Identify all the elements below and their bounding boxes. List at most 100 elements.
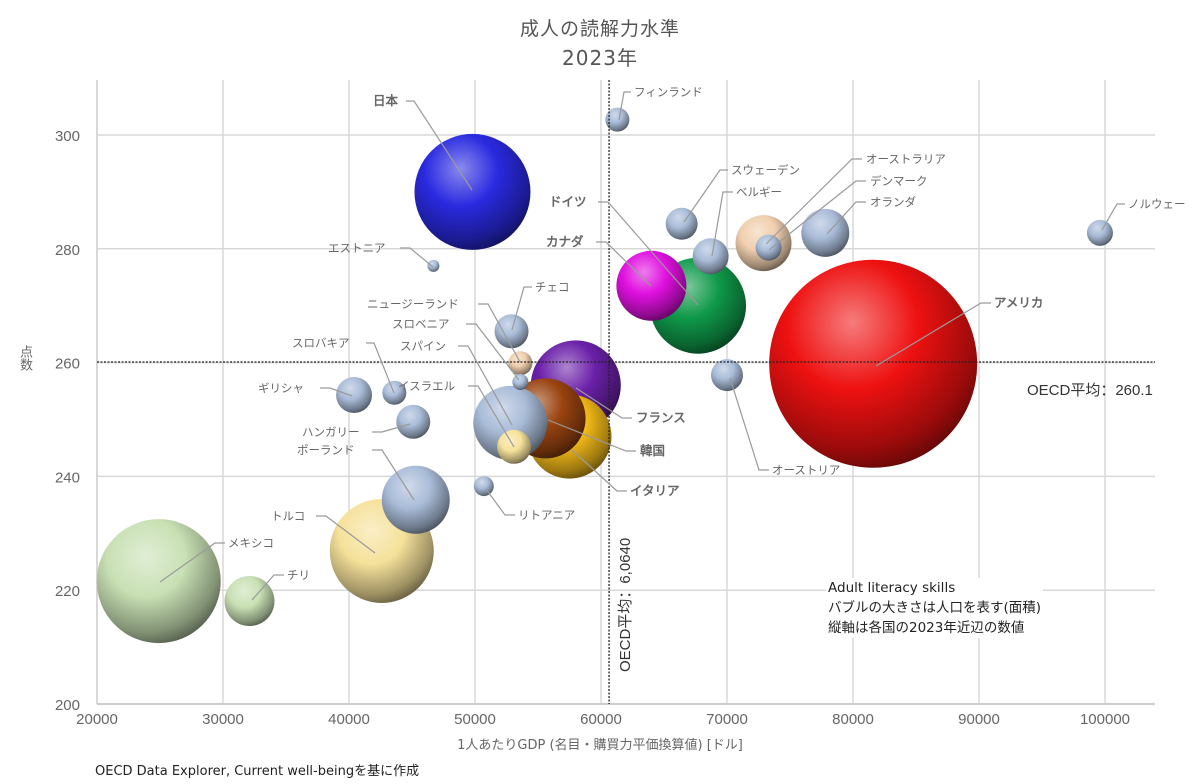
country-label: オーストラリア [866, 152, 946, 166]
bubble: リトアニア [473, 476, 494, 497]
country-label: 韓国 [640, 443, 665, 458]
country-label: ポーランド [297, 443, 355, 457]
leader-line [547, 419, 636, 452]
oecd-average-score-label: OECD平均：260.1 [1027, 382, 1153, 399]
leader-line [468, 385, 515, 448]
leader-line [316, 515, 376, 554]
bubble: 日本 [414, 133, 531, 250]
y-tick-label: 220 [55, 583, 80, 600]
bubble: カナダ [616, 250, 687, 321]
country-label: チェコ [535, 280, 570, 294]
x-tick-label: 100000 [1080, 711, 1130, 728]
leader-line [159, 542, 225, 583]
oecd-average-gdp-label: OECD平均：6,0640 [617, 537, 634, 672]
bubble: ポーランド [381, 465, 450, 534]
bubble: ニュージーランド [508, 351, 533, 376]
y-tick-label: 300 [55, 128, 80, 145]
country-label: フィンランド [634, 85, 703, 99]
leader-line [598, 201, 699, 306]
leader-line [1101, 203, 1125, 231]
leader-line [729, 377, 769, 471]
leader-line [511, 286, 532, 331]
leader-line [765, 158, 862, 245]
leader-line [618, 91, 631, 121]
bubble: アメリカ [769, 259, 978, 468]
leader-line [575, 387, 632, 419]
reference-lines [97, 80, 1155, 704]
y-tick-label: 200 [55, 697, 80, 714]
country-label: ドイツ [549, 194, 587, 209]
country-label: デンマーク [870, 174, 928, 188]
leader-line [372, 423, 411, 433]
country-label: 日本 [373, 93, 399, 108]
bubble: ギリシャ [336, 377, 373, 414]
country-label: イスラエル [398, 379, 455, 393]
leader-line [320, 387, 353, 397]
chart-note: Adult literacy skills バブルの大きさは人口を表す(面積) … [826, 578, 1044, 638]
y-axis-label: 点数 [17, 345, 32, 371]
leader-line [768, 180, 866, 251]
bubble: メキシコ [96, 519, 221, 644]
x-tick-label: 80000 [832, 711, 874, 728]
bubble: ハンガリー [396, 404, 431, 439]
x-tick-label: 20000 [76, 711, 118, 728]
country-label: スロベニア [392, 317, 450, 331]
country-label: ギリシャ [258, 381, 304, 395]
label-leaders [159, 91, 1125, 601]
chart-title: 成人の読解力水準 [519, 18, 680, 40]
bubble: チェコ [494, 314, 529, 349]
country-label: エストニア [328, 241, 386, 255]
bubble: エストニア [427, 259, 440, 272]
leader-line [596, 241, 652, 287]
leader-line [875, 302, 991, 367]
bubbles: アメリカメキシコ日本トルコドイツフランスイタリア韓国スペインカナダポーランドオー… [96, 107, 1113, 644]
chart-subtitle: 2023年 [562, 46, 638, 70]
y-tick-label: 260 [55, 356, 80, 373]
bubble: フィンランド [605, 107, 630, 132]
leader-line [571, 449, 627, 492]
bubble: デンマーク [755, 234, 782, 261]
leader-line [366, 342, 395, 394]
leader-line [683, 169, 728, 223]
country-label: ノルウェー [1128, 197, 1186, 211]
source-note: OECD Data Explorer, Current well-beingを基… [95, 764, 420, 779]
country-label: スロバキア [292, 336, 350, 350]
x-tick-label: 70000 [706, 711, 748, 728]
leader-line [478, 303, 521, 363]
country-label: カナダ [546, 234, 584, 249]
note-line-1: Adult literacy skills [828, 580, 956, 596]
bubble: スウェーデン [665, 207, 698, 240]
y-tick-label: 280 [55, 242, 80, 259]
country-label: スウェーデン [731, 163, 800, 177]
country-label: ニュージーランド [367, 297, 459, 311]
country-label: イタリア [630, 483, 680, 498]
leader-line [711, 191, 733, 257]
leader-line [372, 449, 415, 501]
country-label: フランス [636, 410, 686, 425]
x-tick-label: 60000 [580, 711, 622, 728]
x-tick-label: 50000 [454, 711, 496, 728]
country-label: アメリカ [994, 295, 1043, 310]
x-axis-label: 1人あたりGDP (名目・購買力平価換算値) [ドル] [457, 738, 743, 753]
leader-line [400, 247, 434, 268]
country-label: メキシコ [228, 536, 274, 550]
country-label: トルコ [271, 509, 305, 523]
x-tick-label: 40000 [328, 711, 370, 728]
axis-ticks: 20000 30000 40000 50000 60000 70000 80000 90000… [55, 128, 1130, 728]
bubble: ベルギー [692, 238, 729, 275]
country-label: オランダ [870, 195, 916, 209]
country-label: リトアニア [518, 508, 575, 522]
y-tick-label: 240 [55, 469, 80, 486]
leader-line [485, 488, 515, 516]
note-line-2: バブルの大きさは人口を表す(面積) [828, 600, 1042, 616]
note-line-3: 縦軸は各国の2023年近辺の数値 [828, 620, 1025, 636]
country-label: チリ [287, 568, 310, 582]
bubble: ノルウェー [1086, 219, 1113, 246]
bubble: オランダ [801, 208, 850, 257]
country-labels: 日本フィンランドエストニアスウェーデンベルギーオーストラリアデンマークオランダノ… [228, 85, 1186, 582]
leader-line [251, 574, 284, 601]
country-label: スパイン [400, 339, 446, 353]
leader-line [406, 100, 473, 191]
leader-line [466, 323, 520, 381]
